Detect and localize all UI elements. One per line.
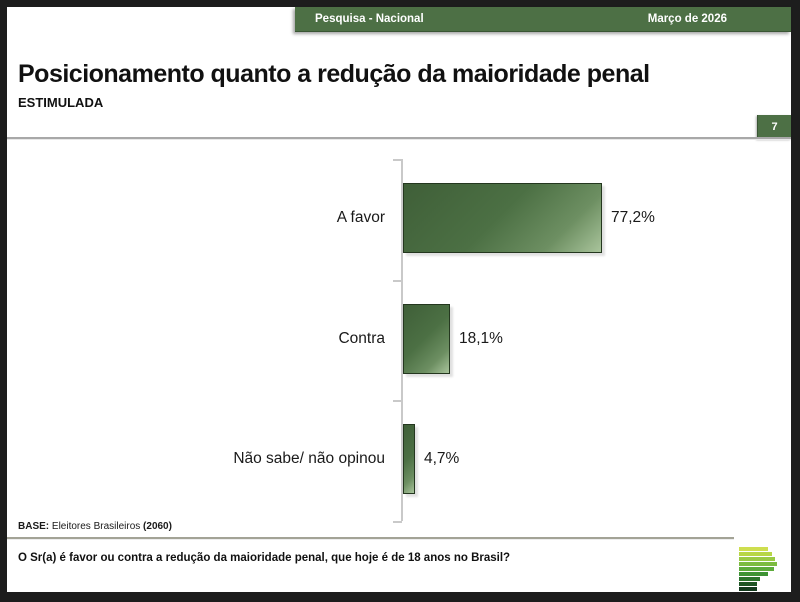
- title-divider: [7, 137, 791, 140]
- logo-stripe: [739, 547, 768, 551]
- logo-stripe: [739, 567, 774, 571]
- header-right-label: Março de 2026: [647, 13, 727, 25]
- logo-stripe: [739, 572, 768, 576]
- logo-stripe: [739, 562, 777, 566]
- slide: Pesquisa - Nacional Março de 2026 Posici…: [7, 7, 791, 592]
- bar: [403, 304, 450, 374]
- header-left-label: Pesquisa - Nacional: [315, 13, 424, 25]
- brand-logo: [739, 547, 784, 592]
- chart-axis: [401, 159, 403, 521]
- page-subtitle: ESTIMULADA: [18, 95, 104, 110]
- axis-tick: [393, 400, 402, 402]
- base-text: Eleitores Brasileiros: [49, 521, 144, 532]
- base-label: BASE:: [18, 521, 50, 532]
- header-bar: Pesquisa - Nacional Março de 2026: [295, 7, 791, 32]
- bar-value-label: 18,1%: [459, 330, 503, 347]
- footer-divider: [7, 537, 734, 540]
- logo-stripe: [739, 577, 760, 581]
- axis-tick: [393, 521, 402, 523]
- bar: [403, 183, 602, 253]
- logo-stripe: [739, 582, 757, 586]
- bar-value-label: 4,7%: [424, 450, 460, 467]
- bar-category-label: Não sabe/ não opinou: [233, 450, 385, 467]
- bar-category-label: A favor: [336, 209, 385, 226]
- bar-value-label: 77,2%: [611, 209, 655, 226]
- axis-tick: [393, 280, 402, 282]
- question-text: O Sr(a) é favor ou contra a redução da m…: [18, 552, 511, 564]
- bar-chart: A favor 77,2% Contra 18,1% Não sabe/ não opi…: [7, 7, 791, 592]
- page-title: Posicionamento quanto a redução da maior…: [18, 60, 650, 88]
- logo-stripe: [739, 557, 775, 561]
- base-note: BASE: Eleitores Brasileiros (2060): [18, 521, 172, 532]
- logo-stripe: [739, 587, 757, 591]
- logo-stripe: [739, 552, 772, 556]
- axis-tick: [393, 159, 402, 161]
- page-number-badge: 7: [757, 115, 791, 139]
- bar: [403, 424, 415, 494]
- bar-category-label: Contra: [338, 330, 385, 347]
- base-count: (2060): [143, 521, 172, 532]
